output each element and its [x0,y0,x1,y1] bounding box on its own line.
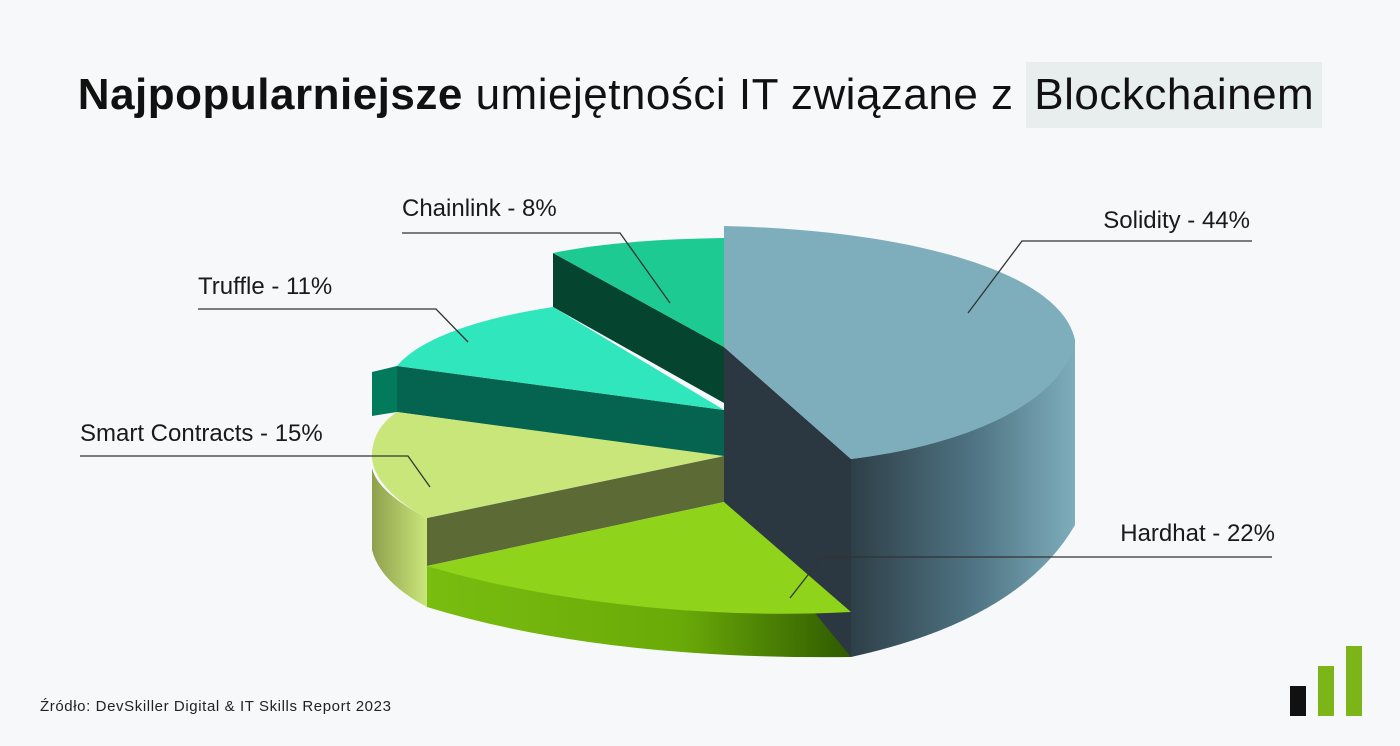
solidity-side [851,340,1075,657]
slice-solidity [724,226,1075,459]
title-bold: Najpopularniejsze [77,70,463,119]
slice-chainlink [553,238,724,347]
logo-bar-green-mid [1318,666,1334,716]
leader-lines [80,232,1272,599]
logo-bar-green-tall [1346,646,1362,716]
title-normal: umiejętności IT związane z [475,70,1014,119]
slice-truffle [397,307,724,410]
hardhat-side [427,566,851,658]
label-smart-contracts: Smart Contracts - 15% [80,420,323,447]
label-chainlink: Chainlink - 8% [402,195,557,222]
source-note: Źródło: DevSkiller Digital & IT Skills R… [40,698,392,715]
solidity-wall [724,347,851,657]
label-truffle: Truffle - 11% [198,273,332,300]
leader-hardhat [789,556,1272,599]
title-highlight: Blockchainem [1026,62,1323,128]
leader-smart-contracts [80,455,431,488]
leader-solidity [967,240,1252,314]
slice-labels: Solidity - 44% Hardhat - 22% Smart Contr… [80,195,1275,547]
chainlink-wall [553,253,724,403]
chart-title: Najpopularniejsze umiejętności IT związa… [0,62,1400,128]
slice-smart-contracts [371,412,724,518]
label-hardhat: Hardhat - 22% [1120,520,1275,547]
smart-contracts-wall [427,456,724,566]
bar-chart-logo-icon [1290,646,1362,716]
pie-walls [372,253,1075,658]
truffle-wall [397,366,724,457]
truffle-rim [372,366,397,416]
smart-contracts-side [372,468,427,607]
leader-truffle [198,308,469,343]
pie-tops [371,226,1075,614]
label-solidity: Solidity - 44% [1103,207,1250,234]
leader-chainlink [402,232,671,304]
logo-bar-black [1290,686,1306,716]
slice-hardhat [427,502,851,614]
